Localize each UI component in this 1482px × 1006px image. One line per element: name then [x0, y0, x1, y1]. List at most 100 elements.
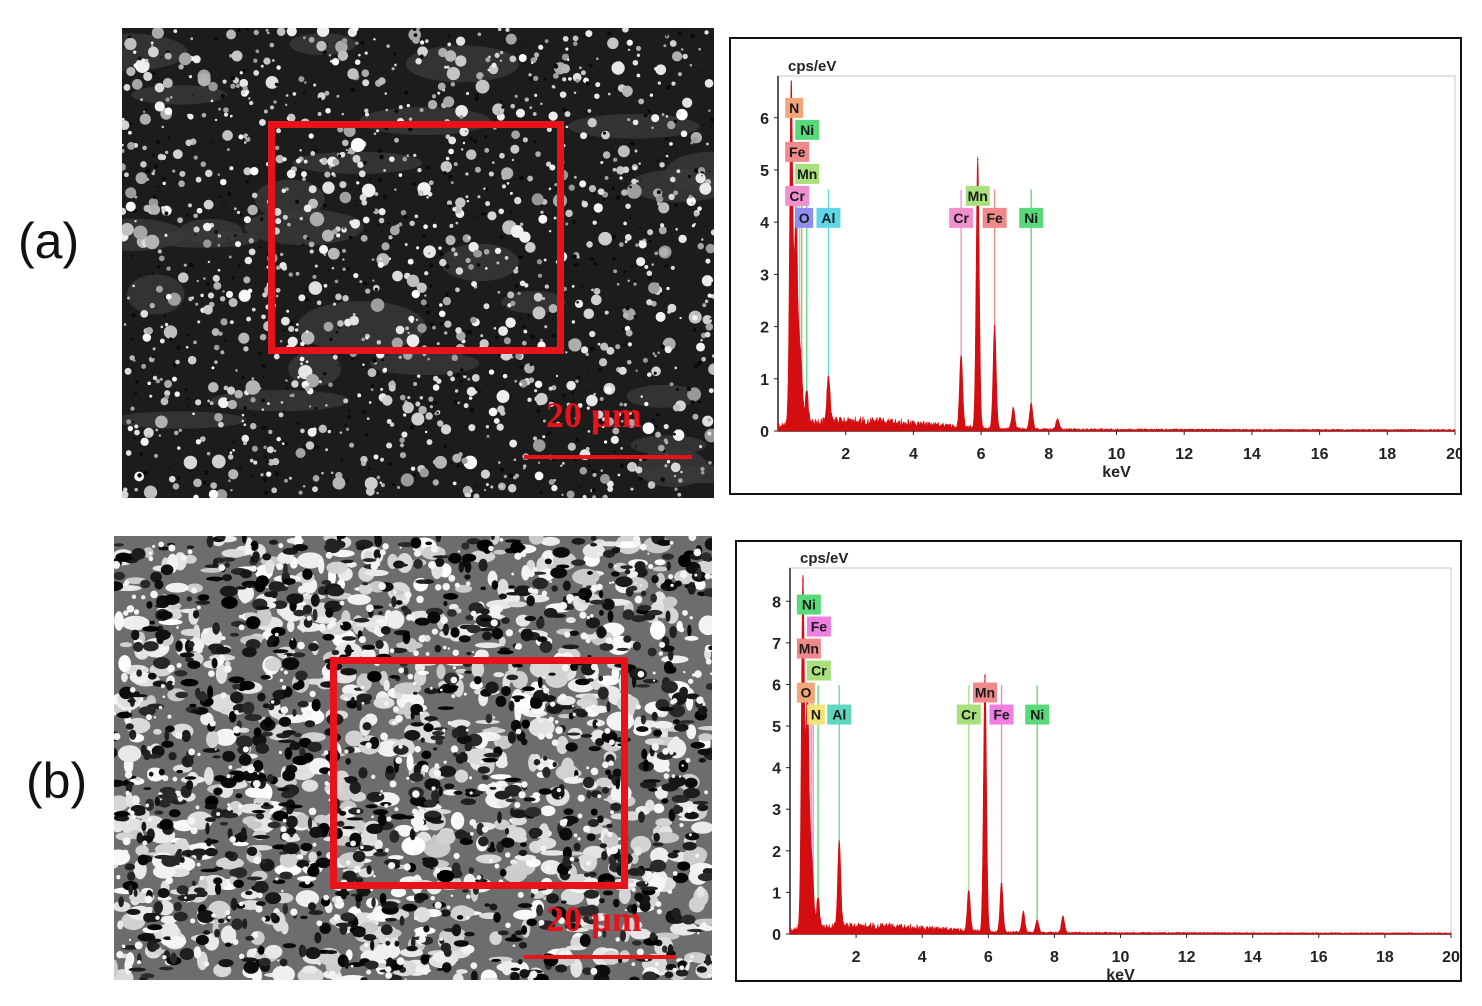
peak-11	[1030, 404, 1032, 406]
plot-area	[777, 75, 1456, 432]
element-tag-bg	[972, 682, 997, 703]
spectrum-trace	[789, 574, 1452, 935]
x-tick-label: 6	[984, 949, 993, 966]
y-tick-label: 3	[760, 267, 769, 284]
x-tick-label: 12	[1175, 446, 1193, 463]
x-tick-label: 2	[852, 949, 861, 966]
peak-9	[1000, 883, 1003, 885]
x-tick-label: 16	[1310, 949, 1328, 966]
element-tag-mn: Mn	[797, 166, 817, 182]
element-tag-ni: Ni	[1024, 210, 1038, 226]
scale-bar-b	[524, 955, 676, 959]
y-tick-label: 0	[772, 927, 781, 944]
scale-bar-a	[524, 455, 692, 459]
element-tag-bg	[796, 682, 815, 703]
x-tick-label: 10	[1108, 446, 1126, 463]
element-tag-cr: Cr	[789, 188, 805, 204]
x-tick-label: 2	[841, 446, 850, 463]
element-tag-n: N	[811, 707, 821, 723]
peak-2	[796, 383, 799, 385]
x-tick-label: 18	[1376, 949, 1394, 966]
element-tag-bg	[795, 207, 814, 228]
x-axis-label: keV	[1106, 967, 1135, 980]
element-tag-cr: Cr	[953, 210, 969, 226]
element-tag-n: N	[789, 100, 799, 116]
element-tag-bg	[795, 163, 820, 184]
y-tick-label: 6	[772, 677, 781, 694]
peak-8	[976, 158, 979, 161]
roi-box-b	[330, 657, 628, 889]
x-tick-label: 8	[1050, 949, 1059, 966]
peak-5	[817, 904, 819, 906]
scale-bar-label-a: 20 µm	[546, 395, 642, 435]
y-axis-label: cps/eV	[800, 550, 848, 567]
element-tag-bg	[796, 594, 821, 615]
y-tick-label: 8	[772, 594, 781, 611]
x-tick-label: 20	[1446, 446, 1460, 463]
y-tick-label: 2	[772, 844, 781, 861]
element-tag-bg	[806, 616, 831, 637]
peak-7	[960, 357, 962, 359]
element-tag-bg	[827, 704, 852, 725]
element-tag-bg	[806, 660, 831, 681]
element-tag-fe: Fe	[986, 210, 1003, 226]
element-tag-al: Al	[821, 210, 835, 226]
sem-texture	[122, 28, 714, 498]
element-tag-fe: Fe	[811, 619, 828, 635]
peak-0	[802, 579, 804, 582]
eds-spectrum-b: 0 1 2 3 4 5 6 7 8 2 4 6 8 10 12 14 16 18 20 cps/eV keV Ni Fe Mn…	[735, 540, 1462, 982]
element-tag-bg	[989, 704, 1014, 725]
element-tag-bg	[806, 704, 825, 725]
peak-10	[1022, 912, 1025, 915]
peak-6	[827, 383, 830, 385]
element-tag-bg	[1025, 704, 1050, 725]
element-tag-mn: Mn	[975, 685, 995, 701]
element-tag-ni: Ni	[802, 597, 816, 613]
peak-12	[1056, 419, 1059, 422]
element-tag-fe: Fe	[789, 144, 806, 160]
element-tag-bg	[795, 119, 820, 140]
peak-3	[798, 377, 801, 380]
element-tag-mn: Mn	[968, 188, 988, 204]
element-tag-ni: Ni	[800, 122, 814, 138]
x-axis-label: keV	[1102, 464, 1131, 481]
element-tag-bg	[785, 185, 810, 206]
element-tag-bg	[956, 704, 981, 725]
peak-1	[794, 257, 797, 260]
element-tag-fe: Fe	[993, 707, 1010, 723]
y-tick-label: 1	[760, 372, 769, 389]
x-tick-label: 20	[1442, 949, 1460, 966]
peak-7	[968, 891, 970, 894]
element-tag-bg	[816, 207, 841, 228]
panel-label-b: (b)	[26, 753, 88, 809]
sem-texture	[114, 536, 712, 980]
element-tag-bg	[1019, 207, 1044, 228]
element-tag-cr: Cr	[961, 707, 977, 723]
element-tag-cr: Cr	[811, 663, 827, 679]
sem-image-a	[122, 28, 714, 498]
sem-image-b	[114, 536, 712, 980]
x-tick-label: 4	[909, 446, 918, 463]
element-tag-mn: Mn	[799, 641, 819, 657]
x-tick-label: 4	[918, 949, 927, 966]
y-tick-label: 2	[760, 320, 769, 337]
x-tick-label: 12	[1178, 949, 1196, 966]
peak-10	[1012, 409, 1015, 411]
element-tag-bg	[965, 185, 990, 206]
x-tick-label: 14	[1244, 949, 1262, 966]
x-tick-label: 10	[1112, 949, 1130, 966]
peak-0	[790, 85, 793, 88]
peak-4	[812, 908, 814, 910]
peak-12	[1062, 916, 1064, 919]
y-tick-label: 5	[760, 163, 769, 180]
element-tag-bg	[949, 207, 974, 228]
x-tick-label: 8	[1044, 446, 1053, 463]
eds-spectrum-a: 0 1 2 3 4 5 6 2 4 6 8 10 12 14 16 18 20 cps/eV keV N Ni Fe Mn C…	[729, 37, 1462, 495]
y-tick-label: 4	[760, 215, 769, 232]
y-axis-label: cps/eV	[788, 58, 836, 75]
panel-label-a: (a)	[18, 213, 80, 269]
x-tick-label: 18	[1378, 446, 1396, 463]
y-tick-label: 5	[772, 719, 781, 736]
element-tag-ni: Ni	[1030, 707, 1044, 723]
